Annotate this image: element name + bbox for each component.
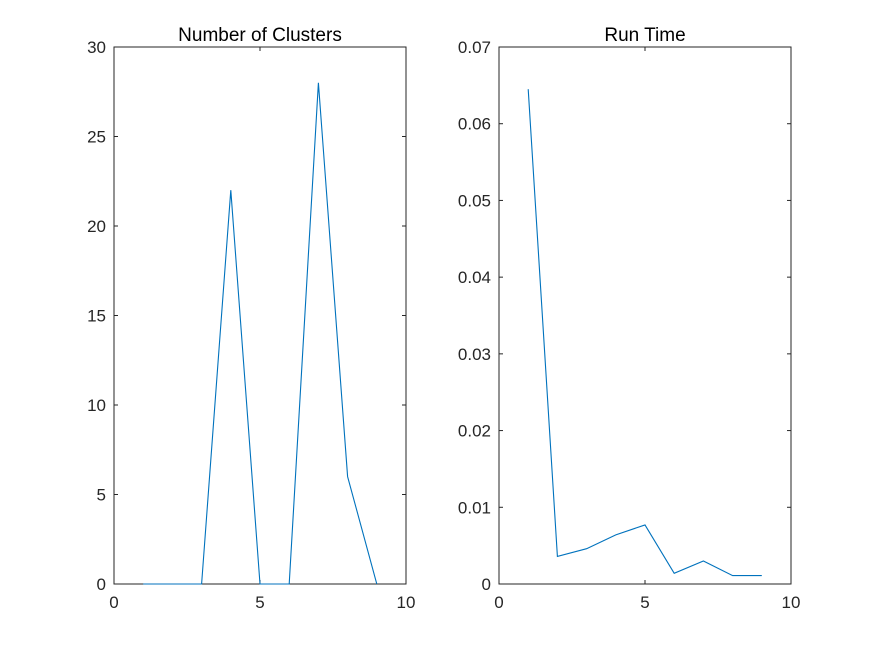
axes-clusters: 0 5 10 0 5 10 15 20 25 30 Number of Clusters [87,25,415,612]
clusters-xtick-label: 10 [397,593,416,612]
clusters-title: Number of Clusters [178,25,342,46]
clusters-ytick-label: 20 [87,217,106,236]
clusters-ytick-label: 15 [87,307,106,326]
runtime-ytick-label: 0.06 [458,115,491,134]
runtime-ytick-label: 0.07 [458,38,491,57]
runtime-ytick-label: 0 [482,575,491,594]
clusters-ytick-label: 0 [97,575,106,594]
runtime-ytick-label: 0.02 [458,422,491,441]
clusters-ytick-label: 10 [87,396,106,415]
clusters-axes-box [114,47,406,584]
runtime-xtick-label: 5 [640,593,649,612]
axes-runtime: 0 5 10 0 0.01 0.02 0.03 0.04 0.05 0.06 0.07 Run Tim… [458,25,801,612]
clusters-ytick-label: 25 [87,128,106,147]
clusters-xtick-label: 5 [255,593,264,612]
runtime-ytick-label: 0.04 [458,268,491,287]
clusters-xtick-label: 0 [109,593,118,612]
clusters-ytick-label: 5 [97,486,106,505]
runtime-ytick-label: 0.05 [458,191,491,210]
runtime-ytick-label: 0.01 [458,498,491,517]
runtime-xtick-label: 0 [494,593,503,612]
runtime-xtick-label: 10 [782,593,801,612]
runtime-title: Run Time [604,25,685,46]
runtime-ytick-label: 0.03 [458,345,491,364]
clusters-ytick-label: 30 [87,38,106,57]
